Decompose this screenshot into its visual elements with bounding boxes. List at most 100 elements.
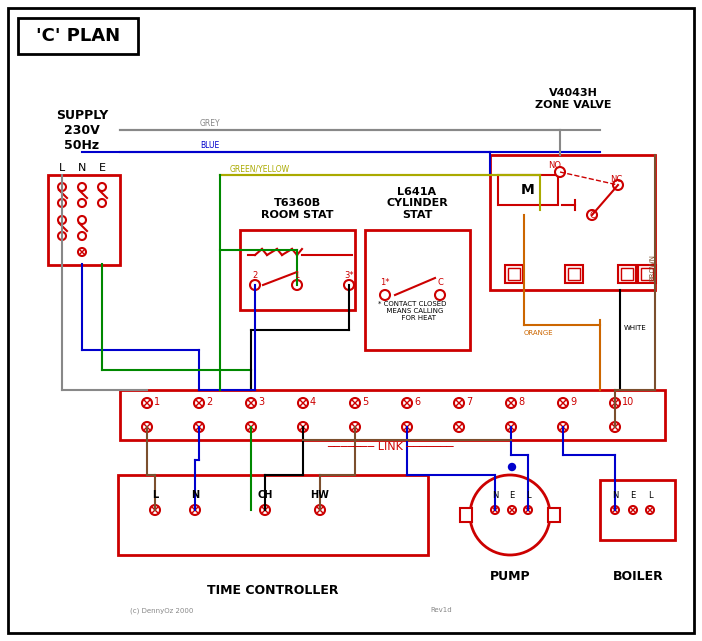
Text: N: N	[78, 163, 86, 173]
Text: L641A
CYLINDER
STAT: L641A CYLINDER STAT	[386, 187, 448, 220]
Circle shape	[508, 506, 516, 514]
Text: 1: 1	[154, 397, 160, 407]
Text: 8: 8	[518, 397, 524, 407]
Text: ─────── LINK ───────: ─────── LINK ───────	[326, 442, 453, 452]
Circle shape	[587, 210, 597, 220]
Circle shape	[58, 216, 66, 224]
Circle shape	[292, 280, 302, 290]
Bar	[498, 175, 558, 205]
Bar	[621, 268, 633, 280]
Text: SUPPLY
230V
50Hz: SUPPLY 230V 50Hz	[56, 108, 108, 151]
Circle shape	[142, 398, 152, 408]
Bar	[638, 265, 656, 283]
Circle shape	[629, 506, 637, 514]
Circle shape	[610, 422, 620, 432]
Circle shape	[506, 398, 516, 408]
Text: L: L	[526, 491, 530, 500]
Text: 3: 3	[258, 397, 264, 407]
Circle shape	[78, 248, 86, 256]
Text: M: M	[521, 183, 535, 197]
Bar	[240, 230, 355, 310]
Circle shape	[454, 422, 464, 432]
Text: T6360B
ROOM STAT: T6360B ROOM STAT	[260, 199, 333, 220]
Bar	[565, 265, 583, 283]
Text: BROWN: BROWN	[649, 254, 655, 281]
Text: L: L	[59, 163, 65, 173]
Text: GREEN/YELLOW: GREEN/YELLOW	[230, 164, 290, 173]
Bar	[508, 268, 520, 280]
Circle shape	[78, 232, 86, 240]
Text: N: N	[191, 490, 199, 500]
Circle shape	[98, 183, 106, 191]
Circle shape	[555, 167, 565, 177]
Text: V4043H
ZONE VALVE: V4043H ZONE VALVE	[535, 88, 611, 110]
Text: (c) DennyOz 2000: (c) DennyOz 2000	[130, 607, 193, 613]
Circle shape	[98, 199, 106, 207]
Circle shape	[350, 398, 360, 408]
Text: E: E	[98, 163, 105, 173]
Bar	[490, 155, 655, 290]
Circle shape	[491, 506, 499, 514]
Circle shape	[558, 398, 568, 408]
Circle shape	[298, 398, 308, 408]
Circle shape	[150, 505, 160, 515]
Circle shape	[190, 505, 200, 515]
Circle shape	[78, 216, 86, 224]
Bar	[641, 268, 653, 280]
Text: 9: 9	[570, 397, 576, 407]
Text: N: N	[612, 491, 618, 500]
Text: ORANGE: ORANGE	[524, 330, 554, 336]
Circle shape	[611, 506, 619, 514]
Circle shape	[380, 290, 390, 300]
Circle shape	[470, 475, 550, 555]
Text: 5: 5	[362, 397, 369, 407]
Text: GREY: GREY	[200, 119, 220, 128]
Circle shape	[246, 422, 256, 432]
Circle shape	[250, 280, 260, 290]
Bar	[600, 480, 675, 540]
Circle shape	[402, 422, 412, 432]
Bar	[505, 265, 523, 283]
Circle shape	[194, 398, 204, 408]
Text: L: L	[648, 491, 652, 500]
Circle shape	[78, 199, 86, 207]
Text: Rev1d: Rev1d	[430, 607, 451, 613]
Text: CH: CH	[258, 490, 272, 500]
Bar	[365, 230, 470, 350]
Circle shape	[260, 505, 270, 515]
Text: E: E	[630, 491, 635, 500]
Text: 2: 2	[206, 397, 212, 407]
Circle shape	[646, 506, 654, 514]
Text: 3*: 3*	[344, 271, 354, 280]
Circle shape	[435, 290, 445, 300]
Text: C: C	[590, 211, 596, 220]
Text: NC: NC	[610, 175, 622, 184]
Circle shape	[613, 180, 623, 190]
Text: BOILER: BOILER	[613, 570, 663, 583]
Text: N: N	[492, 491, 498, 500]
Text: 1: 1	[294, 271, 300, 280]
Text: BLUE: BLUE	[200, 141, 219, 150]
Bar	[18, 18, 138, 54]
Circle shape	[142, 422, 152, 432]
Text: 'C' PLAN: 'C' PLAN	[36, 27, 120, 45]
Text: C: C	[437, 278, 443, 287]
Text: WHITE: WHITE	[624, 325, 647, 331]
Bar	[568, 268, 580, 280]
Circle shape	[402, 398, 412, 408]
Text: E: E	[510, 491, 515, 500]
Circle shape	[454, 398, 464, 408]
Circle shape	[315, 505, 325, 515]
Circle shape	[58, 183, 66, 191]
Circle shape	[610, 398, 620, 408]
Bar	[120, 390, 665, 440]
Circle shape	[558, 422, 568, 432]
Circle shape	[78, 183, 86, 191]
Circle shape	[508, 463, 515, 470]
Text: PUMP: PUMP	[490, 570, 530, 583]
Bar	[118, 475, 428, 555]
Bar	[548, 508, 560, 522]
Text: 6: 6	[414, 397, 420, 407]
Text: * CONTACT CLOSED
  MEANS CALLING
      FOR HEAT: * CONTACT CLOSED MEANS CALLING FOR HEAT	[378, 301, 446, 321]
Text: HW: HW	[310, 490, 329, 500]
